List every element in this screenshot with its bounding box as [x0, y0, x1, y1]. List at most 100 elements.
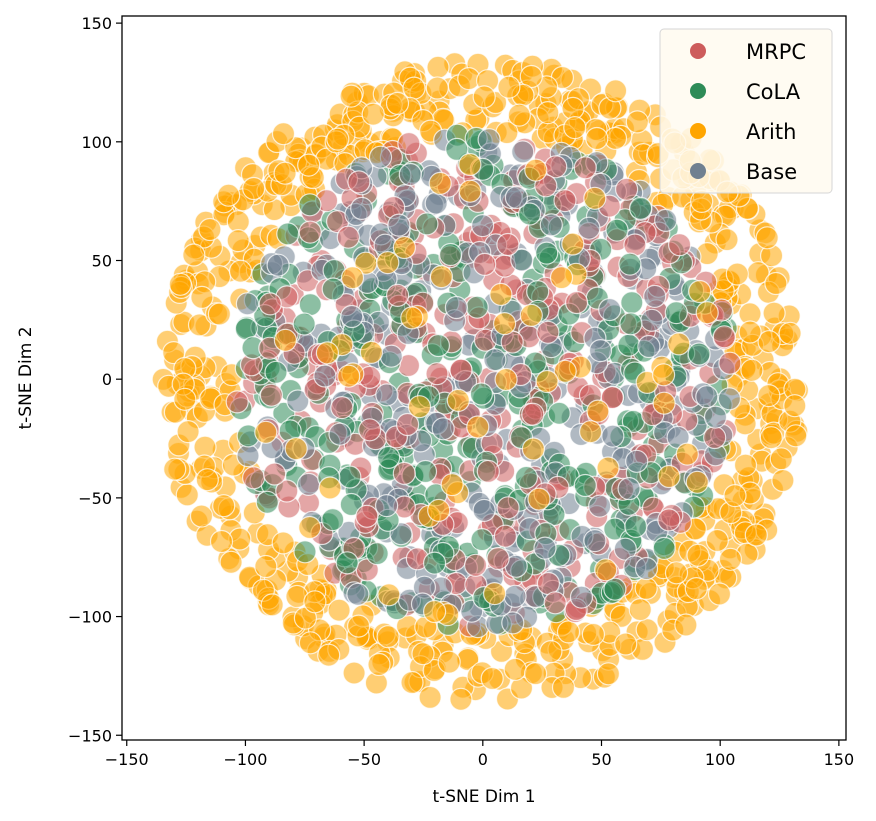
data-point-mrpc [564, 290, 589, 315]
data-point-base [695, 385, 719, 409]
data-point-arith [757, 384, 781, 408]
data-point-arith [524, 158, 548, 182]
data-point-arith [705, 528, 729, 553]
data-point-arith [686, 543, 710, 567]
legend-marker-mrpc [690, 43, 706, 59]
x-tick-label: 100 [705, 750, 736, 769]
data-point-mrpc [396, 412, 420, 437]
data-point-cola [547, 401, 571, 425]
data-point-cola [617, 333, 641, 357]
data-point-base [583, 528, 607, 553]
data-point-arith [635, 618, 659, 642]
data-point-base [266, 253, 290, 277]
legend-label-cola: CoLA [746, 80, 801, 104]
plot-frame [121, 15, 847, 741]
data-point-arith [400, 306, 424, 330]
x-tick-label: 150 [824, 750, 855, 769]
data-point-base [313, 364, 337, 388]
legend-box [659, 28, 833, 194]
data-point-arith [778, 321, 802, 345]
data-point-arith [667, 332, 691, 356]
data-point-arith [744, 523, 768, 547]
data-point-cola [321, 277, 345, 301]
data-point-arith [521, 437, 546, 461]
data-point-base [640, 308, 664, 332]
data-point-arith [581, 622, 606, 647]
y-tick-label: −150 [68, 726, 112, 745]
data-point-cola [470, 527, 494, 552]
data-point-base [368, 145, 393, 169]
data-point-mrpc [330, 396, 354, 420]
data-point-arith [762, 301, 786, 325]
data-point-base [588, 339, 613, 363]
data-point-arith [173, 387, 197, 411]
data-point-base [398, 162, 422, 187]
data-point-cola [652, 536, 676, 561]
data-point-base [617, 477, 641, 501]
data-point-arith [411, 642, 435, 666]
data-point-arith [317, 643, 341, 667]
data-point-cola [603, 577, 627, 601]
data-point-base [503, 584, 527, 608]
legend-marker-base [690, 163, 706, 179]
data-point-arith [367, 652, 391, 677]
data-point-base [431, 417, 455, 441]
data-point-mrpc [275, 479, 299, 503]
data-point-mrpc [397, 131, 421, 156]
data-point-arith [449, 687, 473, 711]
data-point-arith [549, 266, 574, 290]
data-point-base [235, 292, 259, 316]
data-point-arith [784, 424, 808, 448]
data-point-cola [664, 301, 688, 325]
data-point-mrpc [703, 425, 727, 450]
data-point-mrpc [712, 325, 736, 349]
data-point-mrpc [449, 358, 473, 382]
data-point-base [588, 494, 612, 518]
data-point-base [533, 536, 557, 560]
data-point-arith [376, 625, 400, 649]
data-point-arith [551, 675, 576, 700]
data-point-base [501, 611, 525, 635]
y-tick-label: −100 [68, 608, 112, 627]
data-point-arith [483, 581, 507, 606]
data-point-mrpc [573, 156, 597, 180]
data-point-base [637, 334, 661, 359]
data-point-arith [423, 599, 447, 624]
data-point-arith [195, 468, 219, 492]
data-point-mrpc [553, 189, 577, 213]
y-axis-label: t-SNE Dim 2 [16, 326, 36, 429]
data-point-arith [596, 662, 621, 686]
data-point-cola [439, 242, 463, 267]
data-point-base [601, 424, 625, 448]
data-point-cola [321, 507, 345, 532]
data-point-arith [190, 285, 214, 309]
data-point-cola [338, 465, 362, 489]
data-point-cola [413, 459, 438, 484]
data-point-base [577, 216, 601, 240]
data-point-arith [437, 650, 461, 674]
data-point-arith [219, 550, 243, 574]
data-point-arith [315, 341, 339, 365]
data-point-mrpc [464, 553, 488, 577]
data-point-arith [376, 251, 400, 275]
data-point-mrpc [496, 496, 520, 520]
data-point-arith [634, 576, 658, 601]
data-point-arith [228, 259, 253, 283]
data-point-arith [326, 127, 350, 151]
y-tick-label: 150 [81, 14, 112, 33]
data-point-base [654, 208, 678, 232]
data-point-arith [723, 484, 747, 508]
data-point-mrpc [536, 320, 560, 344]
data-point-arith [163, 457, 187, 481]
data-point-arith [771, 468, 795, 493]
data-point-arith [327, 598, 351, 622]
data-point-arith [519, 303, 543, 327]
data-point-arith [718, 547, 743, 571]
data-point-arith [497, 75, 521, 99]
data-point-arith [725, 262, 749, 286]
data-point-base [328, 422, 352, 446]
data-point-arith [425, 76, 449, 100]
data-point-cola [276, 222, 300, 246]
data-point-cola [618, 252, 642, 276]
data-point-arith [400, 670, 424, 695]
